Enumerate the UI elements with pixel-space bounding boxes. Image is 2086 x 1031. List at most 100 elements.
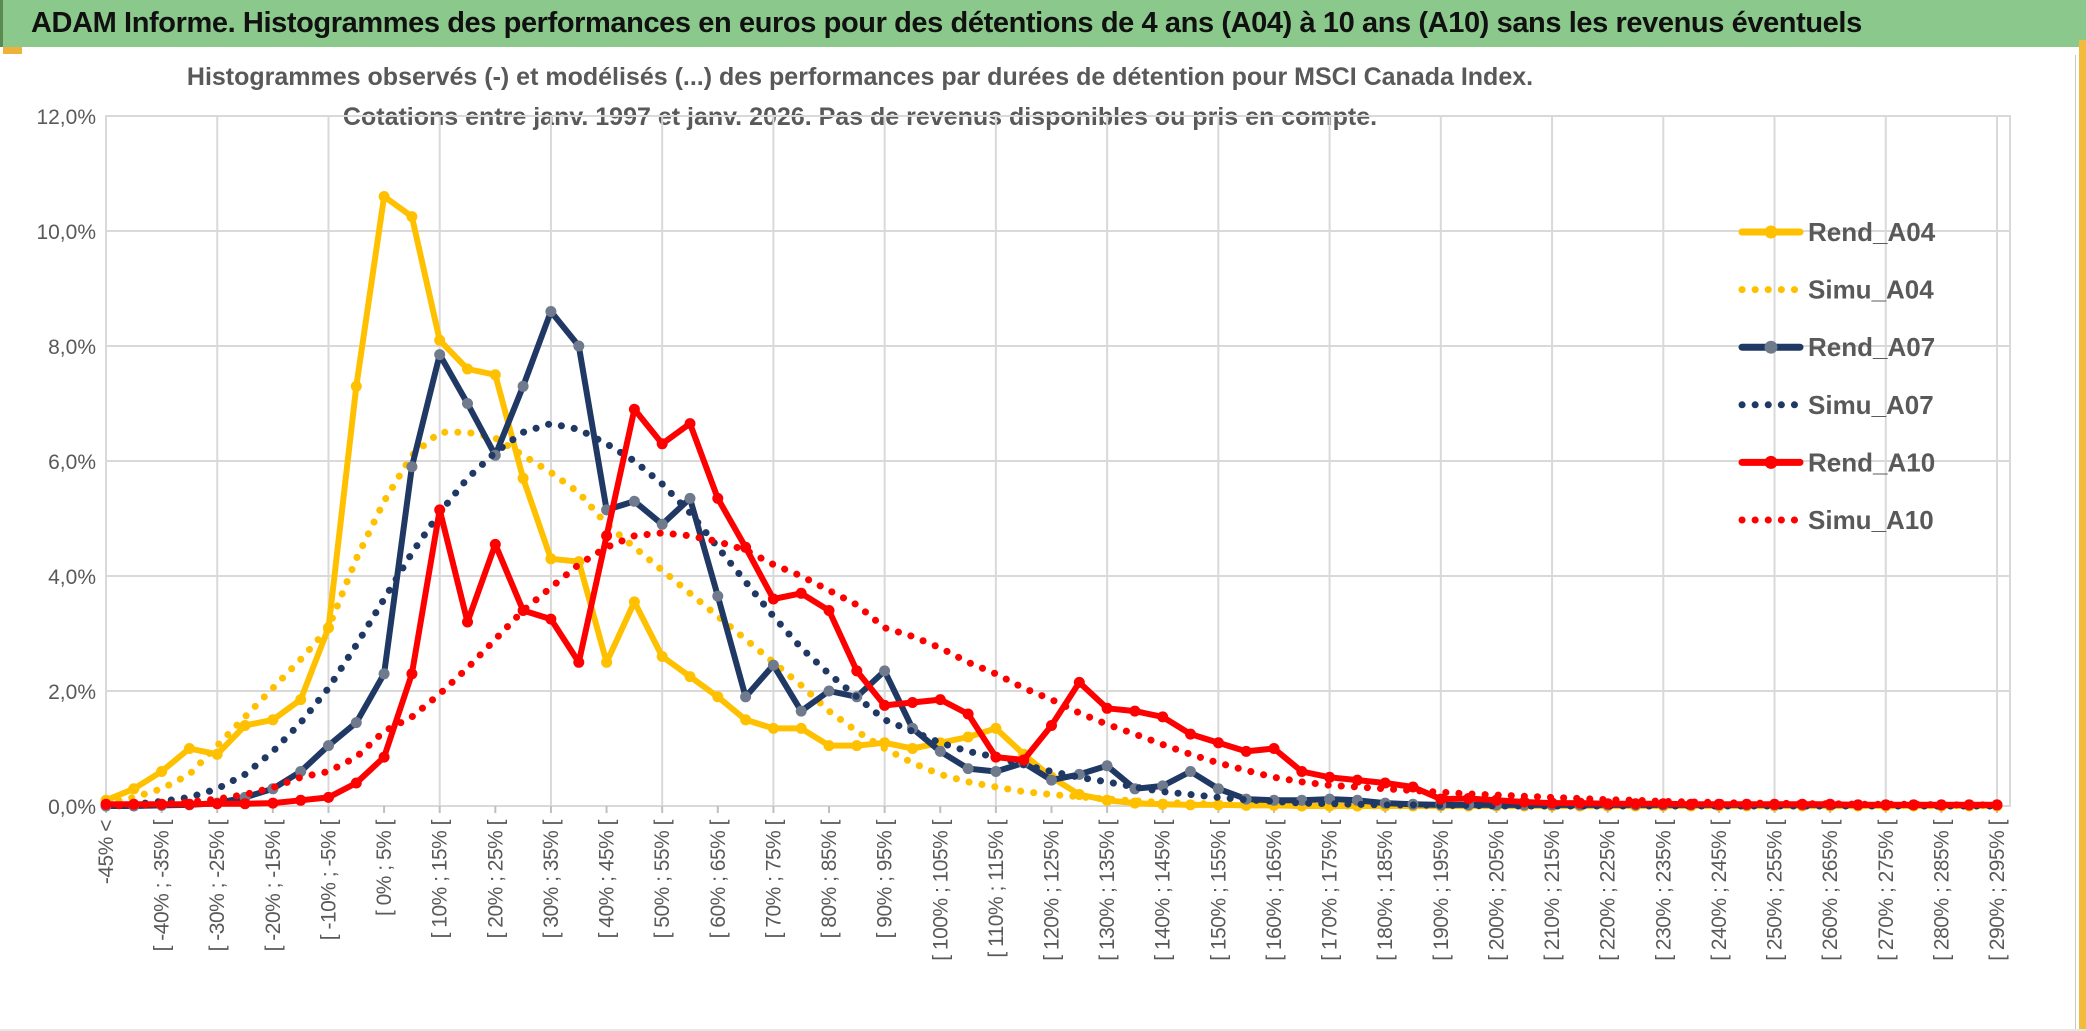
series-marker-Rend_A04: [378, 191, 390, 202]
series-marker-Rend_A10: [323, 791, 334, 803]
legend-item-Simu_A10[interactable]: Simu_A10: [1738, 505, 1934, 535]
series-marker-Rend_A10: [628, 403, 640, 415]
series-marker-Rend_A07: [573, 340, 585, 352]
series-marker-Rend_A07: [350, 717, 362, 729]
x-axis-label: [ 120% ; 125% [: [1041, 819, 1064, 960]
y-axis-label: 0,0%: [48, 796, 96, 819]
x-axis-label: [ 250% ; 255% [: [1764, 819, 1787, 960]
series-line-Simu_A07: [102, 420, 2001, 810]
series-marker-Rend_A04: [267, 714, 279, 726]
x-axis-label: -45% <: [95, 820, 118, 884]
x-axis-label: [ 40% ; 45% [: [596, 819, 619, 938]
series-marker-Rend_A07: [879, 665, 891, 677]
series-marker-Rend_A04: [990, 722, 1002, 734]
x-axis-label: [ 90% ; 95% [: [874, 819, 897, 938]
x-axis-label: [ 290% ; 295% [: [1986, 819, 2009, 960]
header-accent-gold: [3, 47, 22, 54]
series-marker-Rend_A04: [879, 737, 891, 749]
series-marker-Rend_A10: [712, 492, 724, 504]
series-marker-Rend_A10: [1630, 798, 1641, 810]
series-marker-Rend_A10: [462, 616, 473, 628]
x-axis-label: [ 20% ; 25% [: [484, 819, 507, 938]
y-axis-label: 10,0%: [36, 221, 96, 244]
series-marker-Rend_A10: [1268, 743, 1280, 754]
series-marker-Rend_A10: [406, 668, 418, 680]
series-marker-Rend_A04: [684, 671, 696, 683]
legend-marker-sample: [1764, 225, 1778, 239]
plot-border: [105, 115, 2011, 807]
x-axis-label: [ -10% ; -5% [: [317, 819, 340, 940]
x-axis-label: [ 150% ; 155% [: [1207, 819, 1230, 960]
x-axis-label: [ 70% ; 75% [: [762, 819, 785, 938]
series-marker-Rend_A04: [823, 740, 835, 752]
series-marker-Rend_A04: [434, 334, 446, 346]
series-marker-Rend_A07: [767, 659, 779, 671]
series-marker-Rend_A10: [795, 587, 807, 599]
series-marker-Rend_A10: [1324, 771, 1336, 783]
series-marker-Rend_A10: [601, 530, 613, 542]
legend-item-Simu_A04[interactable]: Simu_A04: [1738, 275, 1934, 305]
series-marker-Rend_A10: [879, 699, 891, 711]
series-marker-Rend_A04: [406, 211, 418, 223]
series-marker-Rend_A04: [545, 553, 557, 565]
x-axis-label: [ 50% ; 55% [: [651, 819, 674, 938]
series-marker-Rend_A10: [489, 538, 501, 550]
series-marker-Rend_A10: [1129, 705, 1141, 717]
series-marker-Rend_A04: [601, 656, 613, 668]
series-line-Rend_A10: [103, 406, 2000, 808]
x-axis-label: [ 260% ; 265% [: [1819, 819, 1842, 960]
series-marker-Rend_A10: [962, 708, 974, 720]
x-axis-label: [ 270% ; 275% [: [1875, 819, 1898, 960]
series-marker-Rend_A04: [712, 691, 724, 703]
series-marker-Rend_A04: [295, 694, 307, 706]
series-marker-Rend_A10: [267, 797, 279, 809]
legend-item-Simu_A07[interactable]: Simu_A07: [1738, 390, 1934, 420]
series-marker-Rend_A07: [323, 740, 334, 752]
series-marker-Rend_A04: [183, 743, 195, 754]
series-marker-Rend_A10: [934, 694, 946, 706]
x-axis-label: [ 230% ; 235% [: [1652, 819, 1675, 960]
series-marker-Rend_A10: [1185, 728, 1196, 740]
series-marker-Rend_A10: [378, 751, 390, 763]
series-marker-Rend_A04: [767, 722, 779, 734]
series-marker-Rend_A07: [1046, 774, 1057, 786]
legend-label: Simu_A10: [1808, 505, 1934, 535]
series-marker-Rend_A04: [795, 722, 807, 734]
legend-marker-sample: [1764, 340, 1778, 354]
series-marker-Rend_A04: [740, 714, 752, 726]
series-marker-Rend_A07: [934, 745, 946, 757]
series-marker-Rend_A10: [1407, 781, 1419, 793]
legend-item-Rend_A07[interactable]: Rend_A07: [1738, 332, 1935, 362]
series-marker-Rend_A07: [684, 492, 696, 504]
legend-item-Rend_A10[interactable]: Rend_A10: [1738, 447, 1935, 477]
series-marker-Rend_A10: [1101, 702, 1113, 714]
series-marker-Rend_A10: [1240, 745, 1252, 757]
series-marker-Rend_A07: [740, 691, 752, 703]
series-marker-Rend_A07: [1101, 760, 1113, 772]
series-marker-Rend_A04: [628, 596, 640, 608]
series-marker-Rend_A04: [851, 740, 863, 752]
x-axis-label: [ -20% ; -15% [: [262, 819, 285, 951]
x-axis-label: [ 0% ; 5% [: [373, 819, 396, 916]
x-axis-label: [ 190% ; 195% [: [1430, 819, 1453, 960]
series-marker-Rend_A07: [823, 685, 835, 697]
series-marker-Rend_A04: [1073, 789, 1085, 800]
series-marker-Rend_A07: [462, 398, 473, 409]
x-axis-label: [ 60% ; 65% [: [707, 819, 730, 938]
series-marker-Rend_A07: [517, 380, 529, 392]
series-marker-Rend_A07: [1212, 783, 1224, 795]
x-axis-label: [ 110% ; 115% [: [985, 819, 1008, 957]
x-axis-label: [ 130% ; 135% [: [1096, 819, 1119, 960]
legend-marker-sample: [1764, 455, 1778, 469]
y-axis-label: 6,0%: [48, 451, 96, 474]
series-marker-Rend_A04: [517, 472, 529, 484]
x-axis-label: [ 180% ; 185% [: [1374, 819, 1397, 960]
series-marker-Rend_A10: [767, 593, 779, 605]
x-axis-label: [ 160% ; 165% [: [1263, 819, 1286, 960]
pane-right-border: [2075, 55, 2076, 1031]
x-axis-label: [ 10% ; 15% [: [429, 819, 452, 938]
legend-item-Rend_A04[interactable]: Rend_A04: [1738, 217, 1936, 247]
series-marker-Rend_A10: [1073, 676, 1085, 688]
series-marker-Rend_A07: [990, 766, 1002, 777]
